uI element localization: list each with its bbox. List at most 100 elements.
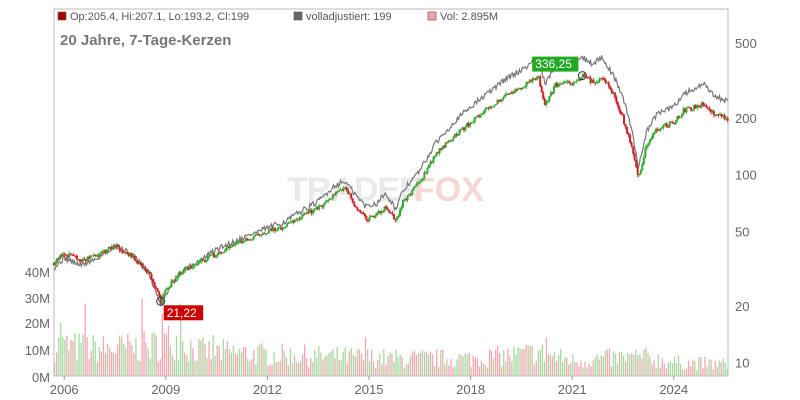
candle-body xyxy=(638,173,641,176)
candle-body xyxy=(461,127,464,129)
candle-body xyxy=(141,265,144,269)
candle-body xyxy=(260,234,263,236)
volume-bar xyxy=(377,360,379,376)
time-tick-label: 2006 xyxy=(50,382,79,397)
volume-bar xyxy=(163,333,165,376)
volume-bar xyxy=(523,348,525,376)
candle-body xyxy=(270,228,273,231)
volume-bar xyxy=(448,365,450,376)
volume-bar xyxy=(269,364,271,376)
candle-body xyxy=(281,227,284,230)
candle-body xyxy=(363,214,366,217)
candle-body xyxy=(624,124,627,128)
candle-body xyxy=(298,218,301,220)
volume-bar xyxy=(684,369,686,376)
candle-body xyxy=(353,202,356,206)
volume-bar xyxy=(417,353,420,376)
candle-body xyxy=(421,178,424,181)
candle-body xyxy=(613,92,616,98)
volume-bar xyxy=(356,349,359,376)
candle-body xyxy=(559,83,561,85)
volume-bar xyxy=(287,365,289,376)
candle-body xyxy=(441,145,444,150)
candle-body xyxy=(191,267,194,269)
volume-bar xyxy=(385,364,387,376)
volume-bar xyxy=(106,343,109,376)
candle-body xyxy=(60,255,63,257)
candle-body xyxy=(395,217,398,221)
volume-bar xyxy=(545,337,548,376)
candle-body xyxy=(434,156,436,158)
volume-bar xyxy=(555,361,558,376)
candle-body xyxy=(327,200,330,202)
volume-bar xyxy=(326,355,328,376)
volume-bar xyxy=(558,355,560,376)
candle-body xyxy=(636,167,639,176)
candle-body xyxy=(615,97,618,103)
candle-body xyxy=(214,256,217,258)
time-tick-label: 2009 xyxy=(151,382,180,397)
volume-bar xyxy=(610,366,613,376)
candle-body xyxy=(53,262,55,266)
candle-body xyxy=(572,81,575,85)
candle-body xyxy=(78,259,81,262)
candle-body xyxy=(412,186,415,191)
volume-bar xyxy=(405,364,407,376)
volume-bar xyxy=(600,355,602,376)
candle-body xyxy=(319,205,322,207)
candle-body xyxy=(313,209,316,211)
volume-bar xyxy=(497,345,499,376)
candle-body xyxy=(392,214,395,219)
min-label: 21,22 xyxy=(167,306,197,320)
volume-bar xyxy=(673,356,676,376)
candle-body xyxy=(452,137,455,141)
volume-bar xyxy=(304,344,306,376)
candle-body xyxy=(581,74,584,78)
candle-body xyxy=(190,266,193,269)
candle-body xyxy=(402,200,404,208)
price-tick-label: 20 xyxy=(735,299,749,314)
candle-body xyxy=(466,123,468,127)
volume-bar xyxy=(257,346,259,376)
volume-bar xyxy=(84,303,86,376)
candle-body xyxy=(328,199,331,201)
volume-bar xyxy=(58,337,60,376)
volume-bar xyxy=(698,357,700,376)
candle-body xyxy=(354,206,357,207)
volume-bar xyxy=(495,350,497,376)
candle-body xyxy=(254,234,257,237)
volume-bar xyxy=(297,363,300,376)
candle-body xyxy=(54,262,57,266)
volume-bar xyxy=(261,343,263,376)
candle-body xyxy=(316,207,319,210)
candle-body xyxy=(517,88,520,90)
volume-bar xyxy=(649,356,651,376)
candle-body xyxy=(365,216,368,221)
volume-bar xyxy=(224,348,226,376)
volume-bar xyxy=(484,365,487,376)
volume-bar xyxy=(606,349,608,376)
volume-bar xyxy=(267,365,269,376)
candle-body xyxy=(223,251,226,253)
volume-bar xyxy=(647,353,649,376)
volume-bar xyxy=(486,367,489,376)
volume-bar xyxy=(273,352,275,376)
candle-body xyxy=(645,145,648,148)
candle-body xyxy=(574,81,577,83)
volume-bar xyxy=(618,352,621,376)
candle-body xyxy=(446,142,449,144)
candle-body xyxy=(528,80,531,83)
candle-body xyxy=(203,260,206,262)
candle-body xyxy=(367,220,369,222)
candle-body xyxy=(341,189,344,191)
volume-bar xyxy=(488,349,491,376)
candle-body xyxy=(652,133,654,139)
volume-bar xyxy=(440,350,442,376)
candle-body xyxy=(399,209,401,216)
candle-body xyxy=(469,123,472,127)
volume-bar xyxy=(588,363,590,376)
candle-body xyxy=(342,188,345,191)
volume-bar xyxy=(389,352,391,376)
volume-bar xyxy=(570,363,572,376)
candle-body xyxy=(688,107,691,109)
